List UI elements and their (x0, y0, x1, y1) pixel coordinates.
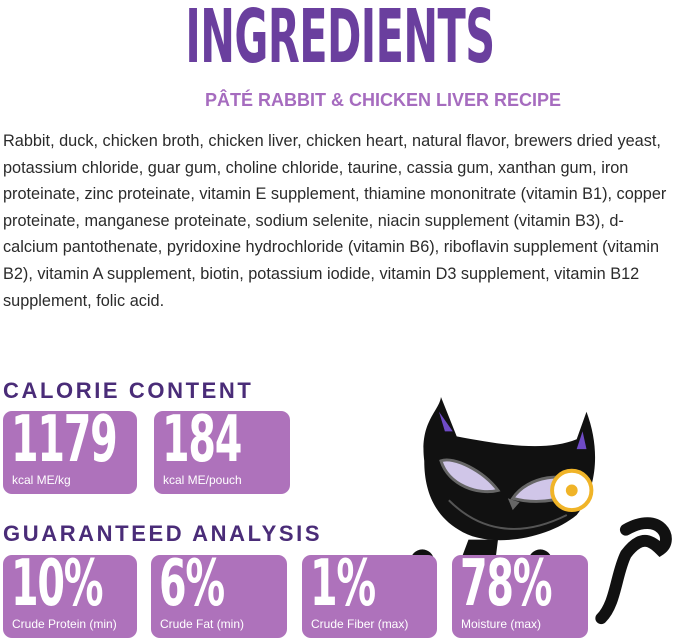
calorie-box-pouch: 184 kcal ME/pouch (154, 403, 290, 494)
analysis-label: Crude Fat (min) (160, 617, 245, 631)
ingredients-list: Rabbit, duck, chicken broth, chicken liv… (3, 132, 667, 310)
calorie-heading: CALORIE CONTENT (3, 378, 254, 403)
calorie-box-kg: 1179 kcal ME/kg (3, 403, 137, 494)
analysis-label: Crude Fiber (max) (311, 617, 409, 631)
cat-nose (507, 498, 520, 511)
analysis-label: Crude Protein (min) (12, 617, 117, 631)
page-title: INGREDIENTS (0, 0, 679, 80)
analysis-box-fiber: 1% Crude Fiber (max) (302, 547, 437, 638)
recipe-subtitle: PÂTÉ RABBIT & CHICKEN LIVER RECIPE (205, 90, 562, 110)
cat-tail (595, 517, 672, 625)
calorie-value: 184 (162, 403, 242, 477)
calorie-value: 1179 (11, 403, 118, 477)
analysis-box-moisture: 78% Moisture (max) (452, 547, 588, 638)
flower-center (565, 484, 578, 497)
analysis-value: 1% (310, 547, 376, 621)
calorie-label: kcal ME/pouch (163, 473, 242, 487)
analysis-value: 6% (159, 547, 225, 621)
cat-eye-left (439, 458, 501, 493)
analysis-heading: GUARANTEED ANALYSIS (3, 521, 323, 546)
calorie-label: kcal ME/kg (12, 473, 71, 487)
cat-smile (448, 499, 568, 530)
cat-head (423, 397, 596, 541)
analysis-box-protein: 10% Crude Protein (min) (3, 547, 137, 638)
analysis-box-fat: 6% Crude Fat (min) (151, 547, 287, 638)
analysis-label: Moisture (max) (461, 617, 542, 631)
analysis-value: 78% (460, 547, 552, 621)
cat-ear-right (576, 431, 587, 450)
analysis-value: 10% (11, 547, 103, 621)
title-text: INGREDIENTS (184, 0, 495, 80)
